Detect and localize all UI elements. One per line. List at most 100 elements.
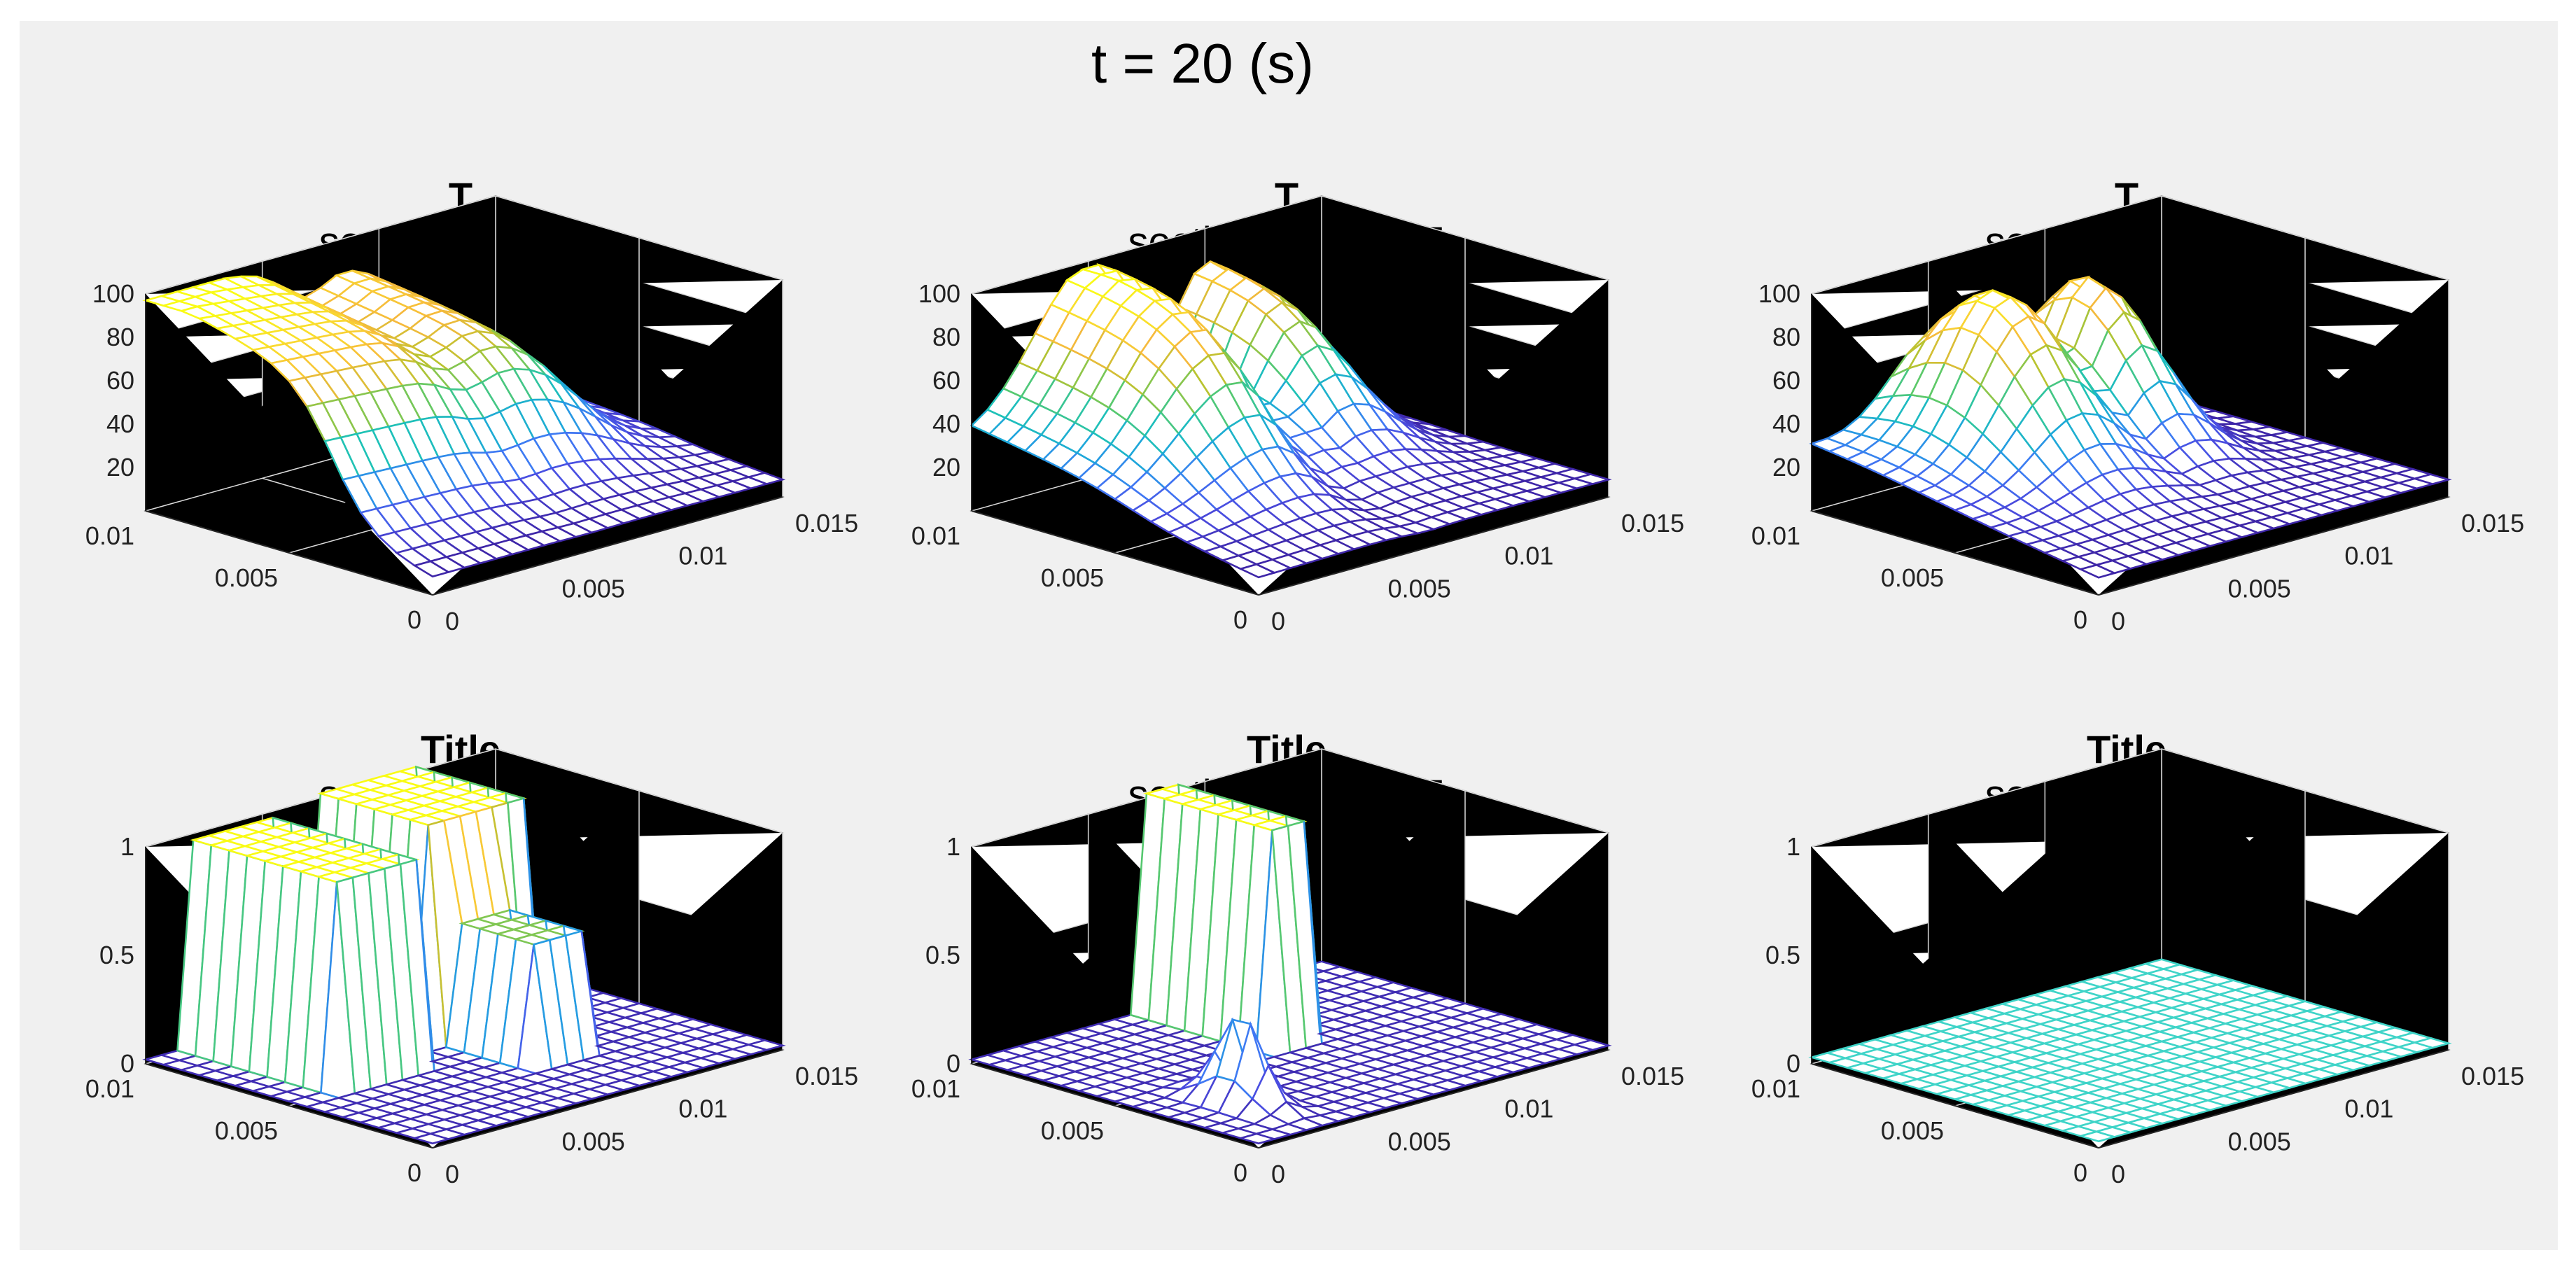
z-tick-label: 0.5 bbox=[99, 941, 134, 969]
z-tick-label: 1 bbox=[1786, 832, 1800, 861]
y-axis-line bbox=[1811, 510, 2099, 596]
z-tick-label: 1 bbox=[120, 832, 134, 861]
x-tick-label: 0 bbox=[2111, 1160, 2125, 1188]
y-tick-label: 0.01 bbox=[85, 1074, 134, 1103]
mesh-cell bbox=[1571, 1039, 1612, 1051]
z-tick-label: 60 bbox=[1772, 366, 1800, 395]
x-axis-line bbox=[2098, 1049, 2449, 1149]
subplot-4: Titlesection x/Lx = 000.0050.010.01500.0… bbox=[85, 727, 858, 1188]
y-tick-label: 0 bbox=[407, 1158, 421, 1187]
z-tick-label: 80 bbox=[106, 323, 134, 351]
z-tick-label: 40 bbox=[932, 409, 960, 438]
surface-mesh bbox=[1808, 958, 2452, 1143]
z-tick-label: 100 bbox=[918, 279, 960, 308]
mesh-cell bbox=[1571, 473, 1612, 485]
surface-mesh bbox=[142, 269, 786, 578]
subplot-6: Titlesection x/Lx = 100.0050.010.01500.0… bbox=[1751, 727, 2524, 1188]
y-tick-label: 0.005 bbox=[1881, 563, 1944, 592]
x-axis-line bbox=[1258, 1049, 1609, 1149]
x-tick-label: 0.01 bbox=[1504, 1095, 1553, 1123]
y-tick-label: 0.01 bbox=[1751, 1074, 1800, 1103]
x-tick-label: 0 bbox=[445, 1160, 459, 1188]
y-tick-label: 0 bbox=[2073, 605, 2087, 634]
y-tick-label: 0.01 bbox=[1751, 521, 1800, 550]
x-tick-label: 0.005 bbox=[2228, 1127, 2291, 1156]
y-tick-label: 0 bbox=[1233, 605, 1247, 634]
x-axis-line bbox=[1258, 496, 1609, 596]
z-tick-label: 0 bbox=[120, 1049, 134, 1078]
y-tick-label: 0.005 bbox=[215, 1116, 278, 1145]
surface-mesh bbox=[142, 765, 786, 1145]
x-tick-label: 0 bbox=[1271, 607, 1285, 636]
subplot-2: Tsection x/Lx = 0.500.0050.010.01500.005… bbox=[911, 174, 1684, 636]
z-tick-label: 0.5 bbox=[925, 941, 960, 969]
x-tick-label: 0.015 bbox=[2461, 509, 2524, 538]
surface-mesh bbox=[969, 260, 1612, 579]
y-tick-label: 0.01 bbox=[911, 521, 960, 550]
figure-canvas: t = 20 (s) Tsection x/Lx = 000.0050.010.… bbox=[85, 32, 2524, 1188]
subplot-3: Tsection x/Lx = 100.0050.010.01500.0050.… bbox=[1751, 174, 2524, 636]
y-tick-label: 0 bbox=[2073, 1158, 2087, 1187]
x-tick-label: 0 bbox=[445, 607, 459, 636]
mesh-cell bbox=[2411, 473, 2452, 485]
y-axis-line bbox=[145, 510, 433, 596]
subplot-grid: Tsection x/Lx = 000.0050.010.01500.0050.… bbox=[85, 174, 2524, 1188]
y-axis-line bbox=[1811, 1063, 2099, 1149]
y-axis-line bbox=[971, 1063, 1259, 1149]
mesh-cell bbox=[745, 1039, 786, 1051]
x-tick-label: 0.01 bbox=[678, 542, 727, 570]
x-tick-label: 0 bbox=[2111, 607, 2125, 636]
x-tick-label: 0 bbox=[1271, 1160, 1285, 1188]
z-tick-label: 1 bbox=[946, 832, 960, 861]
y-tick-label: 0.005 bbox=[1041, 563, 1104, 592]
surface-mesh bbox=[968, 783, 1612, 1145]
x-tick-label: 0.01 bbox=[1504, 542, 1553, 570]
y-axis-line bbox=[971, 510, 1259, 596]
y-tick-label: 0.01 bbox=[911, 1074, 960, 1103]
x-tick-label: 0.005 bbox=[1388, 1127, 1451, 1156]
z-tick-label: 80 bbox=[1772, 323, 1800, 351]
x-tick-label: 0.015 bbox=[795, 1062, 858, 1090]
x-tick-label: 0.01 bbox=[2344, 1095, 2393, 1123]
x-tick-label: 0.015 bbox=[1621, 1062, 1684, 1090]
z-tick-label: 100 bbox=[1758, 279, 1800, 308]
y-tick-label: 0.005 bbox=[215, 563, 278, 592]
z-tick-label: 0 bbox=[946, 1049, 960, 1078]
z-tick-label: 0 bbox=[1786, 1049, 1800, 1078]
mesh-cell bbox=[2411, 1037, 2452, 1049]
x-tick-label: 0.005 bbox=[2228, 574, 2291, 603]
mesh-cell bbox=[746, 472, 786, 485]
z-tick-label: 20 bbox=[932, 453, 960, 482]
y-tick-label: 0.01 bbox=[85, 521, 134, 550]
figure-suptitle: t = 20 (s) bbox=[1091, 32, 1314, 94]
x-axis-line bbox=[432, 496, 783, 596]
z-tick-label: 20 bbox=[106, 453, 134, 482]
x-tick-label: 0.015 bbox=[1621, 509, 1684, 538]
x-tick-label: 0.005 bbox=[1388, 574, 1451, 603]
x-tick-label: 0.01 bbox=[678, 1095, 727, 1123]
x-tick-label: 0.005 bbox=[562, 574, 625, 603]
z-tick-label: 80 bbox=[932, 323, 960, 351]
y-axis-line bbox=[145, 1063, 433, 1149]
z-tick-label: 20 bbox=[1772, 453, 1800, 482]
z-tick-label: 60 bbox=[106, 366, 134, 395]
x-tick-label: 0.015 bbox=[795, 509, 858, 538]
y-tick-label: 0 bbox=[407, 605, 421, 634]
x-tick-label: 0.005 bbox=[562, 1127, 625, 1156]
y-tick-label: 0.005 bbox=[1041, 1116, 1104, 1145]
x-axis-line bbox=[432, 1049, 783, 1149]
x-axis-line bbox=[2098, 496, 2449, 596]
y-tick-label: 0 bbox=[1233, 1158, 1247, 1187]
z-tick-label: 40 bbox=[1772, 409, 1800, 438]
y-tick-label: 0.005 bbox=[1881, 1116, 1944, 1145]
surface-mesh bbox=[1809, 275, 2452, 579]
figure-window: t = 20 (s) Tsection x/Lx = 000.0050.010.… bbox=[20, 21, 2558, 1250]
z-tick-label: 0.5 bbox=[1765, 941, 1800, 969]
z-tick-label: 60 bbox=[932, 366, 960, 395]
x-tick-label: 0.01 bbox=[2344, 542, 2393, 570]
subplot-5: Titlesection x/Lx = 0.500.0050.010.01500… bbox=[911, 727, 1684, 1188]
subplot-1: Tsection x/Lx = 000.0050.010.01500.0050.… bbox=[85, 174, 858, 636]
x-tick-label: 0.015 bbox=[2461, 1062, 2524, 1090]
z-tick-label: 40 bbox=[106, 409, 134, 438]
z-tick-label: 100 bbox=[92, 279, 134, 308]
